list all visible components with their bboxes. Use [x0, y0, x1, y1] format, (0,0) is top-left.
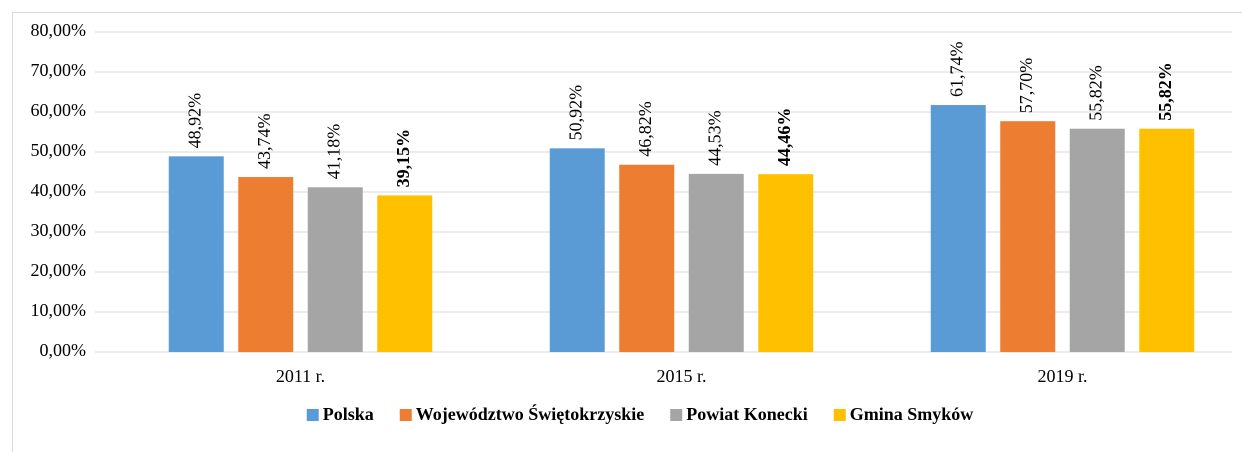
data-label: 43,74%: [254, 114, 274, 170]
bar: [307, 187, 363, 352]
data-label: 44,46%: [774, 108, 794, 167]
bar: [688, 173, 744, 352]
data-label: 39,15%: [393, 129, 413, 188]
bar: [619, 164, 675, 352]
bar: [238, 177, 294, 352]
bar: [930, 105, 986, 352]
y-tick-label: 80,00%: [31, 20, 87, 40]
x-tick-label: 2019 r.: [1037, 366, 1087, 386]
data-label: 48,92%: [184, 93, 204, 149]
data-label: 57,70%: [1016, 58, 1036, 114]
y-tick-label: 50,00%: [31, 140, 87, 160]
legend-swatch: [670, 409, 683, 421]
y-tick-label: 70,00%: [31, 60, 87, 80]
legend-swatch: [399, 409, 412, 421]
bar: [1069, 128, 1125, 352]
legend-swatch: [833, 409, 846, 421]
legend-swatch: [306, 409, 319, 421]
data-label: 55,82%: [1155, 62, 1175, 121]
y-tick-label: 20,00%: [31, 260, 87, 280]
bar: [1000, 121, 1056, 352]
x-tick-label: 2015 r.: [656, 366, 706, 386]
legend-label: Województwo Świętokrzyskie: [416, 403, 644, 424]
legend-label: Polska: [323, 404, 374, 424]
y-tick-label: 10,00%: [31, 300, 87, 320]
bar: [758, 174, 814, 352]
y-tick-label: 60,00%: [31, 100, 87, 120]
data-label: 50,92%: [565, 85, 585, 141]
legend-label: Powiat Konecki: [686, 404, 808, 424]
data-label: 41,18%: [323, 124, 343, 180]
data-label: 55,82%: [1085, 65, 1105, 121]
bar: [377, 195, 433, 352]
bar: [1139, 128, 1195, 352]
y-tick-label: 30,00%: [31, 220, 87, 240]
bar: [549, 148, 605, 352]
legend-label: Gmina Smyków: [850, 404, 974, 424]
data-label: 46,82%: [635, 101, 655, 157]
x-tick-label: 2011 r.: [276, 366, 325, 386]
y-tick-label: 40,00%: [31, 180, 87, 200]
y-tick-label: 0,00%: [40, 340, 87, 360]
bar: [168, 156, 224, 352]
data-label: 44,53%: [704, 110, 724, 166]
chart-border: [12, 12, 1242, 452]
data-label: 61,74%: [946, 42, 966, 98]
